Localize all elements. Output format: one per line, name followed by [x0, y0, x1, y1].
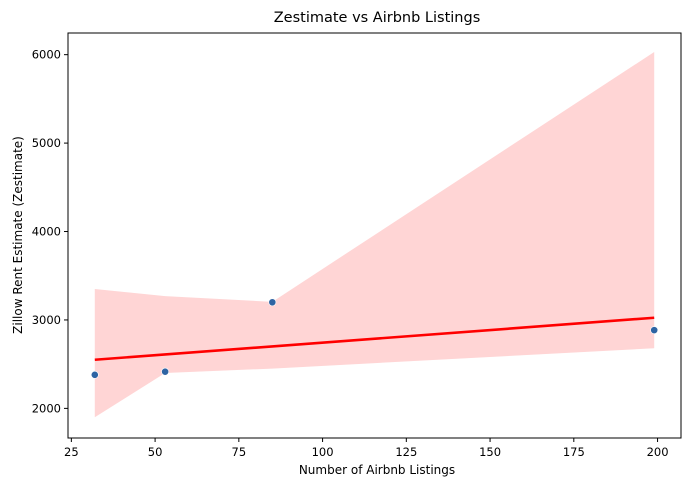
- data-point: [161, 367, 170, 376]
- plot-frame: [67, 32, 682, 439]
- x-tick-label: 175: [563, 445, 585, 459]
- data-point: [650, 326, 659, 335]
- y-tick-label: 5000: [32, 136, 61, 150]
- data-point: [268, 298, 277, 307]
- y-tick-label: 2000: [32, 401, 61, 415]
- confidence-band: [94, 52, 655, 418]
- regression-layer: [94, 316, 655, 362]
- y-tick-label: 4000: [32, 225, 61, 239]
- y-axis-label: Zillow Rent Estimate (Zestimate): [11, 136, 25, 334]
- x-tick-label: 125: [395, 445, 417, 459]
- points-layer: [90, 298, 659, 379]
- y-axis-ticks: 2000 3000 4000 5000 6000: [32, 48, 68, 415]
- plot-area: 25 50 75 100 125 150 175 200 2000 3000 4000 5000 60…: [32, 32, 682, 459]
- x-axis-label: Number of Airbnb Listings: [299, 463, 455, 477]
- chart-title: Zestimate vs Airbnb Listings: [274, 10, 481, 26]
- confidence-band-layer: [94, 52, 655, 418]
- y-tick-label: 3000: [32, 313, 61, 327]
- x-tick-label: 50: [148, 445, 163, 459]
- x-axis-ticks: 25 50 75 100 125 150 175 200: [64, 438, 669, 459]
- x-tick-label: 100: [312, 445, 334, 459]
- data-point: [90, 370, 99, 379]
- x-tick-label: 75: [232, 445, 247, 459]
- y-tick-label: 6000: [32, 48, 61, 62]
- x-tick-label: 25: [64, 445, 79, 459]
- x-tick-label: 150: [479, 445, 501, 459]
- x-tick-label: 200: [647, 445, 669, 459]
- regression-line: [94, 316, 655, 362]
